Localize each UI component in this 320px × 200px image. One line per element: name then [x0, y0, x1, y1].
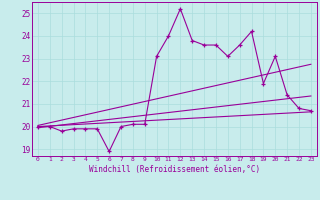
X-axis label: Windchill (Refroidissement éolien,°C): Windchill (Refroidissement éolien,°C) — [89, 165, 260, 174]
